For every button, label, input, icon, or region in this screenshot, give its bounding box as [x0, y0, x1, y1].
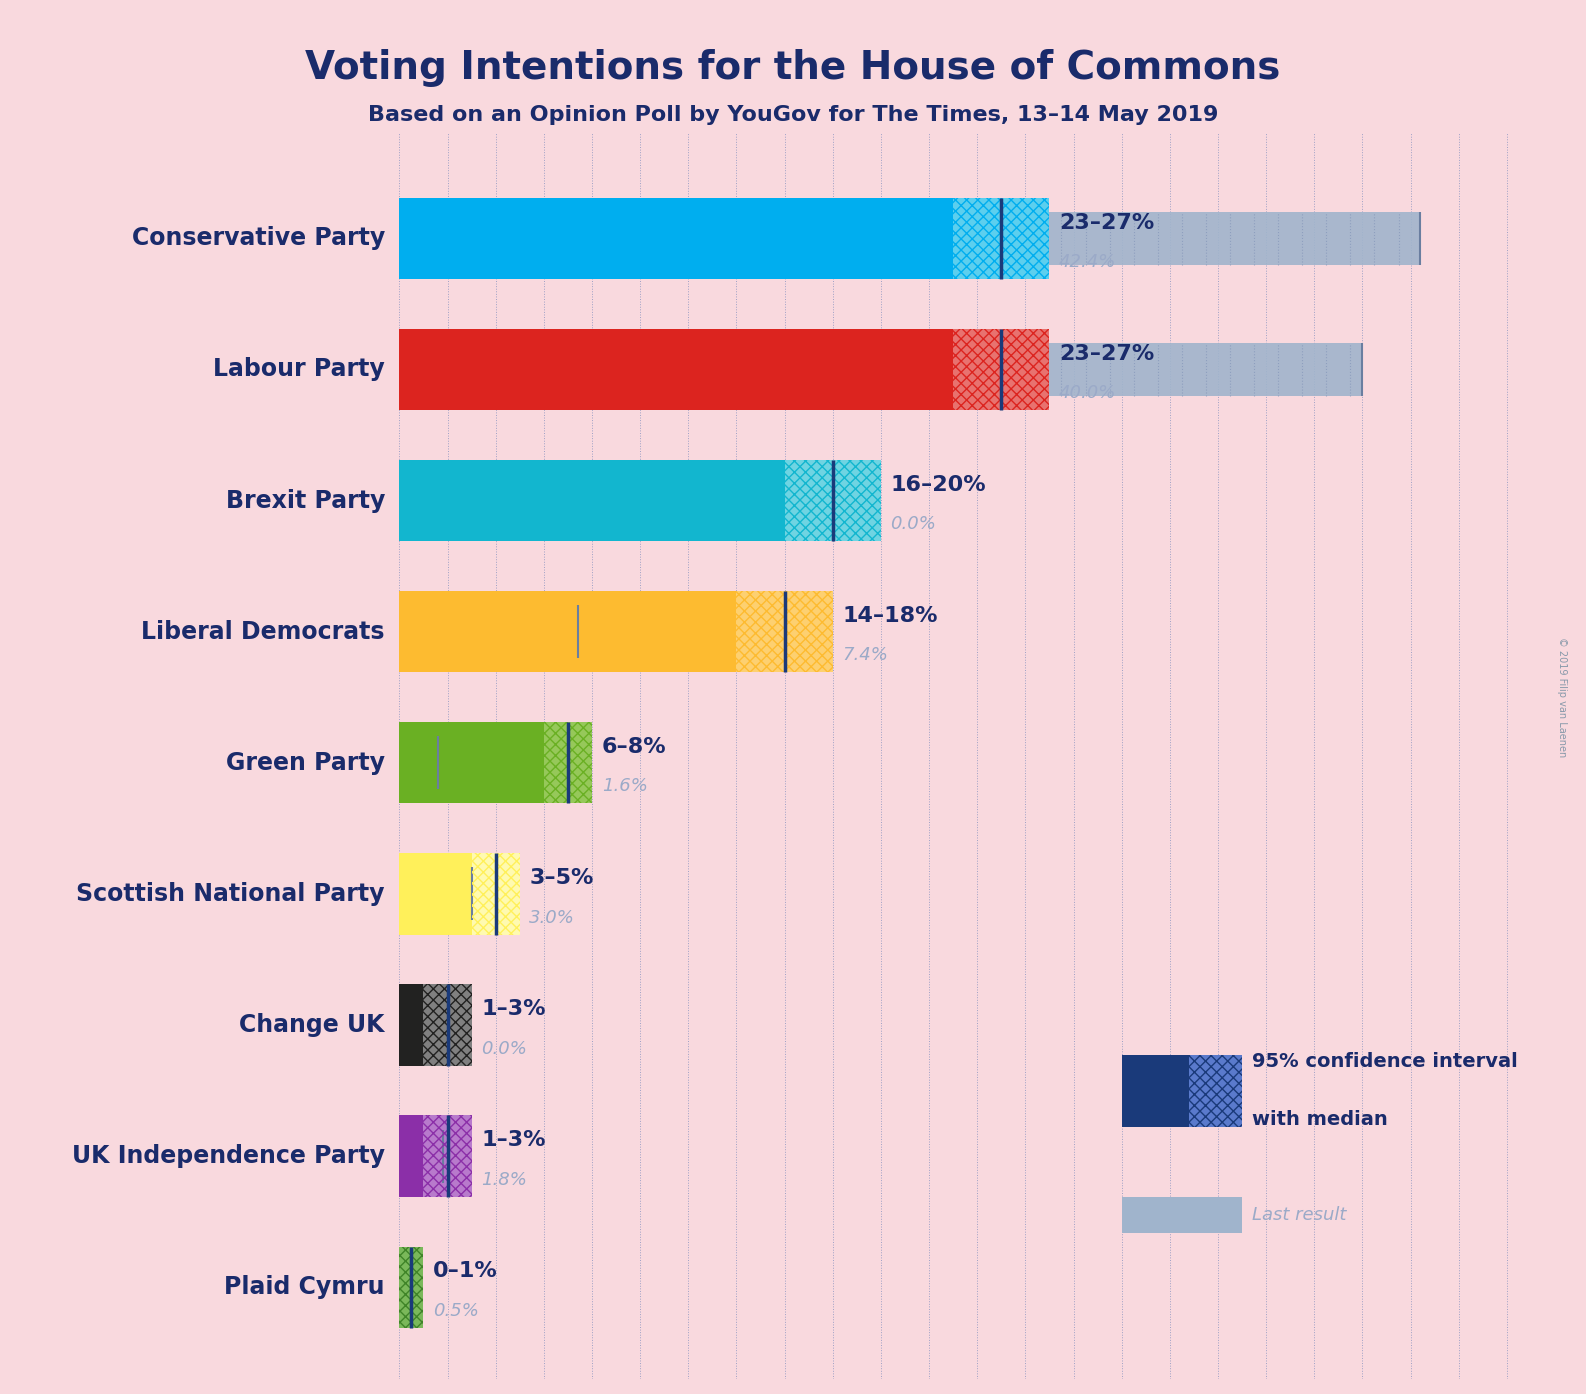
- Text: 23–27%: 23–27%: [1059, 344, 1155, 364]
- Text: with median: with median: [1251, 1110, 1388, 1129]
- Bar: [953, 198, 1050, 279]
- Bar: [400, 736, 438, 789]
- Text: 3–5%: 3–5%: [530, 868, 593, 888]
- Bar: [953, 329, 1050, 410]
- Text: 3.0%: 3.0%: [530, 909, 576, 927]
- Text: Voting Intentions for the House of Commons: Voting Intentions for the House of Commo…: [306, 49, 1280, 86]
- Bar: [400, 722, 544, 803]
- Bar: [400, 1246, 423, 1328]
- Text: 0.0%: 0.0%: [481, 1040, 527, 1058]
- Bar: [736, 591, 833, 672]
- Bar: [400, 605, 577, 658]
- Bar: [400, 460, 785, 541]
- Bar: [400, 343, 1362, 396]
- Bar: [423, 1115, 471, 1197]
- Text: 14–18%: 14–18%: [842, 606, 937, 626]
- Bar: [400, 867, 471, 920]
- Bar: [400, 853, 471, 934]
- Bar: [953, 198, 1050, 279]
- Bar: [400, 1246, 423, 1328]
- Bar: [400, 1129, 442, 1182]
- Text: 1–3%: 1–3%: [481, 1131, 546, 1150]
- Text: 42.4%: 42.4%: [1059, 252, 1117, 270]
- Bar: [1121, 1054, 1190, 1126]
- Text: 16–20%: 16–20%: [891, 475, 986, 495]
- Bar: [423, 984, 471, 1065]
- Bar: [400, 329, 953, 410]
- Text: 1.6%: 1.6%: [601, 778, 647, 796]
- Text: Brexit Party: Brexit Party: [225, 488, 385, 513]
- Bar: [953, 329, 1050, 410]
- Text: © 2019 Filip van Laenen: © 2019 Filip van Laenen: [1557, 637, 1567, 757]
- Bar: [785, 460, 880, 541]
- Text: Plaid Cymru: Plaid Cymru: [225, 1276, 385, 1299]
- Text: Last result: Last result: [1251, 1206, 1347, 1224]
- Text: 0.5%: 0.5%: [433, 1302, 479, 1320]
- Bar: [400, 212, 1419, 265]
- Bar: [785, 460, 880, 541]
- Bar: [423, 1115, 471, 1197]
- Bar: [736, 591, 833, 672]
- Bar: [400, 591, 736, 672]
- Text: UK Independence Party: UK Independence Party: [71, 1144, 385, 1168]
- Bar: [1121, 1197, 1242, 1234]
- Bar: [423, 984, 471, 1065]
- Bar: [1190, 1054, 1242, 1126]
- Bar: [400, 1115, 423, 1197]
- Text: 95% confidence interval: 95% confidence interval: [1251, 1052, 1518, 1071]
- Text: 7.4%: 7.4%: [842, 647, 888, 665]
- Bar: [544, 722, 592, 803]
- Text: Conservative Party: Conservative Party: [132, 226, 385, 251]
- Text: Liberal Democrats: Liberal Democrats: [141, 620, 385, 644]
- Text: 23–27%: 23–27%: [1059, 213, 1155, 233]
- Text: 1.8%: 1.8%: [481, 1171, 527, 1189]
- Text: Change UK: Change UK: [239, 1013, 385, 1037]
- Text: Green Party: Green Party: [225, 751, 385, 775]
- Text: Labour Party: Labour Party: [213, 357, 385, 382]
- Bar: [1190, 1054, 1242, 1126]
- Bar: [471, 853, 520, 934]
- Text: 40.0%: 40.0%: [1059, 385, 1117, 401]
- Bar: [400, 984, 423, 1065]
- Bar: [400, 198, 953, 279]
- Bar: [544, 722, 592, 803]
- Text: 1–3%: 1–3%: [481, 999, 546, 1019]
- Text: Scottish National Party: Scottish National Party: [76, 882, 385, 906]
- Text: Based on an Opinion Poll by YouGov for The Times, 13–14 May 2019: Based on an Opinion Poll by YouGov for T…: [368, 105, 1218, 124]
- Text: 0–1%: 0–1%: [433, 1262, 498, 1281]
- Bar: [471, 853, 520, 934]
- Bar: [400, 1260, 411, 1313]
- Text: 6–8%: 6–8%: [601, 737, 666, 757]
- Text: 0.0%: 0.0%: [891, 516, 936, 533]
